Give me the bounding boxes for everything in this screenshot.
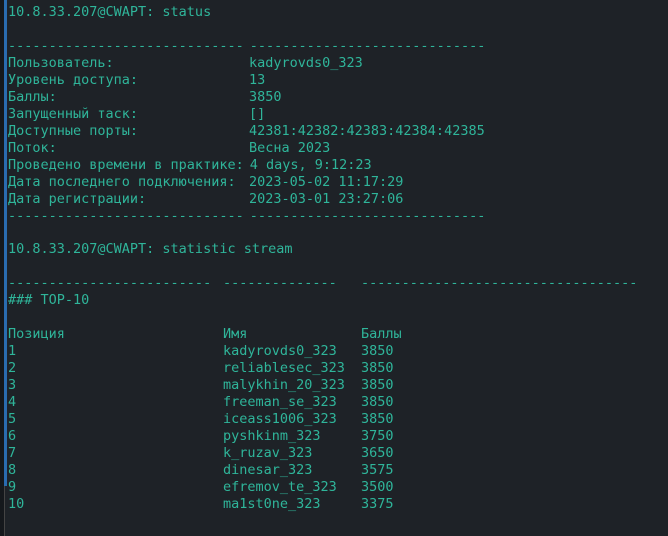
position-cell: 1 xyxy=(8,343,17,359)
divider xyxy=(4,486,5,536)
position-cell: 10 xyxy=(8,496,25,512)
status-label: Дата регистрации: xyxy=(8,191,147,207)
stream-command: 10.8.33.207@CWAPT: statistic stream xyxy=(8,241,668,258)
table-row: 1 kadyrovds0_323 3850 xyxy=(8,343,668,360)
table-row: 4 freeman_se_323 3850 xyxy=(8,394,668,411)
status-label: Дата последнего подключения: xyxy=(8,174,236,190)
status-value: 4 days, 9:12:23 xyxy=(249,157,372,173)
position-cell: 9 xyxy=(8,479,17,495)
dash-col-2: ----------------------------- xyxy=(249,208,486,224)
status-label: Проведено времени в практике: xyxy=(8,157,244,173)
position-cell: 3 xyxy=(8,377,17,393)
score-cell: 3850 xyxy=(361,394,394,410)
status-value: kadyrovds0_323 xyxy=(249,55,363,71)
name-cell: ma1st0ne_323 xyxy=(223,496,321,512)
status-dashes: ----------------------------- ----------… xyxy=(8,38,668,55)
status-value: 42381:42382:42383:42384:42385 xyxy=(249,123,485,139)
header-name: Имя xyxy=(223,326,248,342)
status-row: Поток: Весна 2023 xyxy=(8,140,668,157)
top-title: ### TOP-10 xyxy=(8,292,668,309)
table-row: 2 reliablesec_323 3850 xyxy=(8,360,668,377)
position-cell: 8 xyxy=(8,462,17,478)
position-cell: 6 xyxy=(8,428,17,444)
dash-col-1: ----------------------------- xyxy=(8,208,244,224)
table-header: Позиция Имя Баллы xyxy=(8,326,668,343)
name-cell: dinesar_323 xyxy=(223,462,313,478)
dash-col-2: -------------- xyxy=(223,275,337,291)
stream-dashes: ------------------------- --------------… xyxy=(8,275,668,292)
status-value: 13 xyxy=(249,72,266,88)
status-label: Пользователь: xyxy=(8,55,114,71)
score-cell: 3750 xyxy=(361,428,394,444)
position-cell: 5 xyxy=(8,411,17,427)
score-cell: 3500 xyxy=(361,479,394,495)
status-value: 2023-05-02 11:17:29 xyxy=(249,174,404,190)
score-cell: 3850 xyxy=(361,411,394,427)
dash-col-2: ----------------------------- xyxy=(249,38,486,54)
table-row: 7 k_ruzav_323 3650 xyxy=(8,445,668,462)
status-dashes-bottom: ----------------------------- ----------… xyxy=(8,208,668,225)
table-row: 6 pyshkinm_323 3750 xyxy=(8,428,668,445)
name-cell: efremov_te_323 xyxy=(223,479,337,495)
position-cell: 7 xyxy=(8,445,17,461)
top-title-text: ### TOP-10 xyxy=(8,292,90,308)
active-indicator-bar xyxy=(4,0,7,486)
table-row: 9 efremov_te_323 3500 xyxy=(8,479,668,496)
score-cell: 3375 xyxy=(361,496,394,512)
status-row: Запущенный таск: [] xyxy=(8,106,668,123)
name-cell: k_ruzav_323 xyxy=(223,445,313,461)
dash-col-1: ----------------------------- xyxy=(8,38,244,54)
status-row: Баллы: 3850 xyxy=(8,89,668,106)
status-row: Доступные порты: 42381:42382:42383:42384:… xyxy=(8,123,668,140)
status-row: Дата регистрации: 2023-03-01 23:27:06 xyxy=(8,191,668,208)
dash-col-1: ------------------------- xyxy=(8,275,212,291)
status-command: 10.8.33.207@CWAPT: status xyxy=(8,4,668,21)
score-cell: 3575 xyxy=(361,462,394,478)
position-cell: 2 xyxy=(8,360,17,376)
header-score: Баллы xyxy=(361,326,402,342)
score-cell: 3650 xyxy=(361,445,394,461)
dash-col-3: ---------------------------------- xyxy=(361,275,638,291)
status-value: [] xyxy=(249,106,266,122)
table-row: 5 iceass1006_323 3850 xyxy=(8,411,668,428)
name-cell: kadyrovds0_323 xyxy=(223,343,337,359)
position-cell: 4 xyxy=(8,394,17,410)
table-row: 10 ma1st0ne_323 3375 xyxy=(8,496,668,513)
left-sidebar-strip xyxy=(0,0,4,536)
status-label: Баллы: xyxy=(8,89,57,105)
stream-command-text: 10.8.33.207@CWAPT: statistic stream xyxy=(8,241,293,257)
status-row: Уровень доступа: 13 xyxy=(8,72,668,89)
status-value: 3850 xyxy=(249,89,282,105)
score-cell: 3850 xyxy=(361,377,394,393)
status-label: Доступные порты: xyxy=(8,123,139,139)
status-value: Весна 2023 xyxy=(249,140,331,156)
name-cell: malykhin_20_323 xyxy=(223,377,345,393)
status-label: Запущенный таск: xyxy=(8,106,139,122)
status-row: Проведено времени в практике: 4 days, 9:1… xyxy=(8,157,668,174)
name-cell: iceass1006_323 xyxy=(223,411,337,427)
status-row: Пользователь: kadyrovds0_323 xyxy=(8,55,668,72)
table-row: 8 dinesar_323 3575 xyxy=(8,462,668,479)
status-row: Дата последнего подключения: 2023-05-02 1… xyxy=(8,174,668,191)
score-cell: 3850 xyxy=(361,360,394,376)
status-command-text: 10.8.33.207@CWAPT: status xyxy=(8,4,212,20)
name-cell: freeman_se_323 xyxy=(223,394,337,410)
table-row: 3 malykhin_20_323 3850 xyxy=(8,377,668,394)
name-cell: reliablesec_323 xyxy=(223,360,345,376)
header-position: Позиция xyxy=(8,326,65,342)
status-label: Поток: xyxy=(8,140,57,156)
status-value: 2023-03-01 23:27:06 xyxy=(249,191,404,207)
status-label: Уровень доступа: xyxy=(8,72,139,88)
score-cell: 3850 xyxy=(361,343,394,359)
name-cell: pyshkinm_323 xyxy=(223,428,321,444)
